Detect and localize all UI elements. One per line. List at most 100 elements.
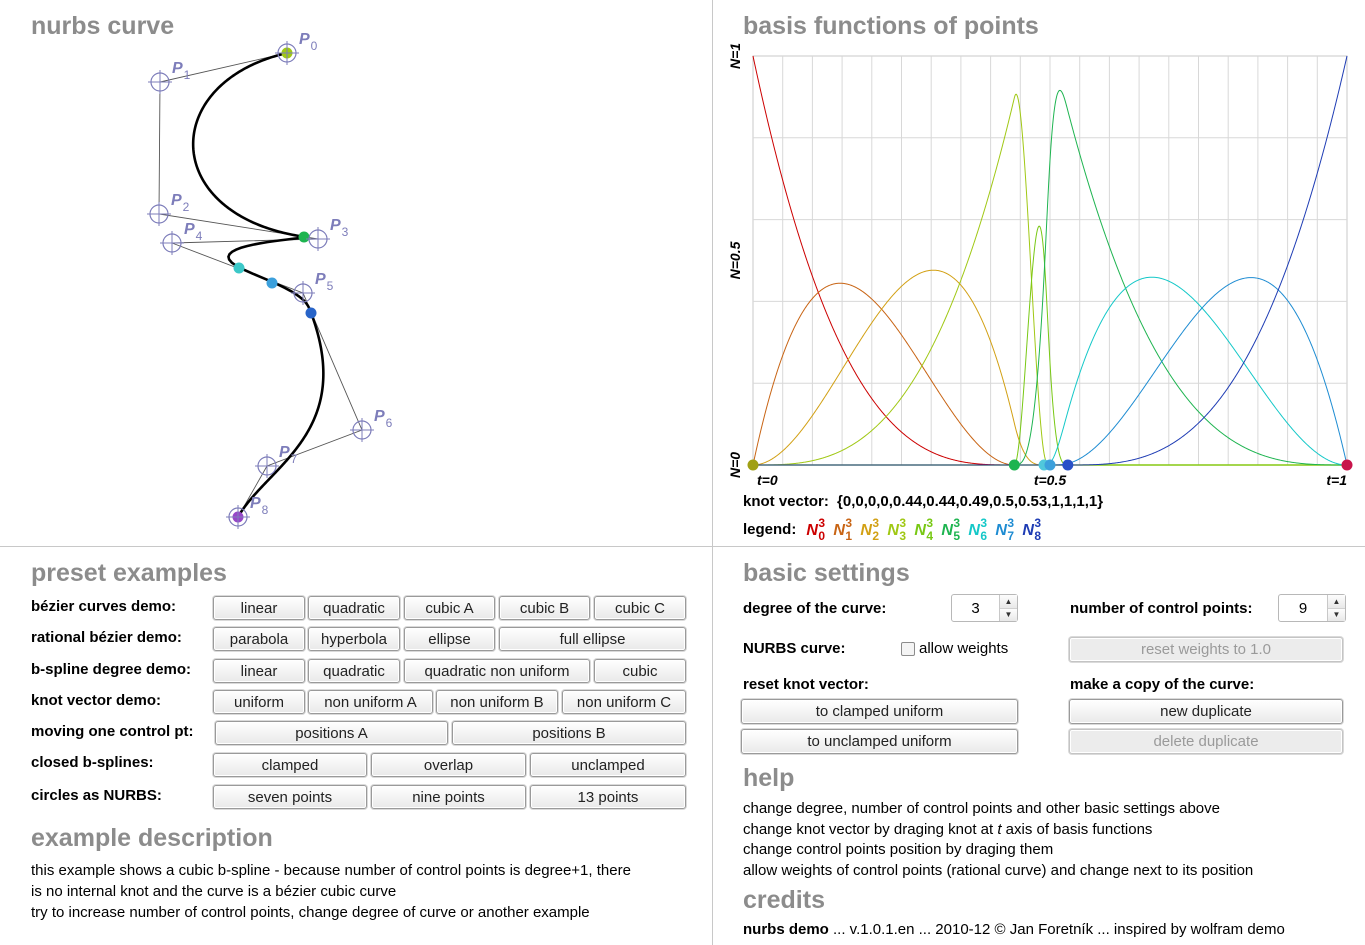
knot-vector-label: knot vector: bbox=[743, 493, 829, 510]
moving-positions-b-button[interactable]: positions B bbox=[452, 721, 686, 745]
count-down-icon[interactable]: ▼ bbox=[1328, 607, 1345, 621]
knot-non-uniform-b-button[interactable]: non uniform B bbox=[436, 690, 558, 714]
degree-stepper[interactable]: 3 ▲ ▼ bbox=[951, 594, 1018, 622]
knot-handle[interactable] bbox=[1062, 459, 1074, 471]
to-clamped-uniform-button[interactable]: to clamped uniform bbox=[741, 699, 1018, 724]
basis-heading: basis functions of points bbox=[743, 12, 1039, 40]
make-copy-label: make a copy of the curve: bbox=[1070, 676, 1255, 693]
degree-value[interactable]: 3 bbox=[971, 599, 980, 617]
rational-full-ellipse-button[interactable]: full ellipse bbox=[499, 627, 686, 651]
knot-vector-value: {0,0,0,0,0.44,0.44,0.49,0.5,0.53,1,1,1,1… bbox=[837, 493, 1104, 510]
bezier-cubic-a-button[interactable]: cubic A bbox=[404, 596, 495, 620]
knot-handle[interactable] bbox=[747, 459, 759, 471]
vertical-divider bbox=[712, 0, 713, 945]
control-point[interactable]: P5 bbox=[291, 271, 334, 305]
control-point[interactable]: P1 bbox=[148, 60, 191, 94]
control-point-label: P8 bbox=[250, 495, 269, 517]
description-line-1: this example shows a cubic b-spline - be… bbox=[31, 862, 631, 879]
credits-heading: credits bbox=[743, 886, 825, 914]
wolfram-demo-link[interactable]: wolfram demo bbox=[1190, 921, 1285, 938]
rational-hyperbola-button[interactable]: hyperbola bbox=[308, 627, 400, 651]
knot-handle[interactable] bbox=[1341, 459, 1353, 471]
moving-positions-a-button[interactable]: positions A bbox=[215, 721, 448, 745]
legend-entry-degree: 3 bbox=[899, 516, 907, 530]
knot-uniform-button[interactable]: uniform bbox=[213, 690, 305, 714]
curve-canvas[interactable]: P0 P1 P2 P3 P4 P5 P6 P7 P8 bbox=[0, 0, 712, 546]
legend-entry-index: 7 bbox=[1007, 529, 1015, 543]
control-point-label: P0 bbox=[299, 31, 318, 53]
bspline-quadratic-button[interactable]: quadratic bbox=[308, 659, 400, 683]
moving-point-label: moving one control pt: bbox=[31, 723, 194, 740]
control-point[interactable]: P0 bbox=[275, 31, 318, 65]
control-points-stepper[interactable]: 9 ▲ ▼ bbox=[1278, 594, 1346, 622]
basis-chart[interactable]: N=0 N=0.5 N=1 t=0 t=0.5 t=1 bbox=[713, 43, 1365, 492]
legend-entry-index: 8 bbox=[1034, 529, 1042, 543]
help-line-2: change knot vector by draging knot at t … bbox=[743, 821, 1152, 838]
closed-overlap-button[interactable]: overlap bbox=[371, 753, 526, 777]
curve-knot-markers bbox=[232, 47, 317, 523]
degree-down-icon[interactable]: ▼ bbox=[1000, 607, 1017, 621]
bspline-quadratic-non-uniform-button[interactable]: quadratic non uniform bbox=[404, 659, 590, 683]
circles-nine-points-button[interactable]: nine points bbox=[371, 785, 526, 809]
legend-entry-degree: 3 bbox=[1034, 516, 1042, 530]
delete-duplicate-button[interactable]: delete duplicate bbox=[1069, 729, 1343, 754]
closed-unclamped-button[interactable]: unclamped bbox=[530, 753, 686, 777]
circles-nurbs-label: circles as NURBS: bbox=[31, 787, 162, 804]
control-point-label: P5 bbox=[315, 271, 334, 293]
control-point-label: P4 bbox=[184, 221, 203, 243]
control-point-label: P6 bbox=[374, 408, 393, 430]
help-line-3: change control points position by dragin… bbox=[743, 841, 1054, 858]
knot-handle[interactable] bbox=[1008, 459, 1020, 471]
help-line-4: allow weights of control points (rationa… bbox=[743, 862, 1254, 879]
legend-entry-degree: 3 bbox=[980, 516, 988, 530]
closed-clamped-button[interactable]: clamped bbox=[213, 753, 367, 777]
description-line-2: is no internal knot and the curve is a b… bbox=[31, 883, 397, 900]
legend-entry-degree: 3 bbox=[845, 516, 853, 530]
control-point[interactable]: P3 bbox=[306, 217, 349, 251]
bezier-cubic-c-button[interactable]: cubic C bbox=[594, 596, 686, 620]
example-description-heading: example description bbox=[31, 824, 273, 852]
control-point[interactable]: P6 bbox=[350, 408, 393, 442]
knot-handle[interactable] bbox=[1044, 459, 1056, 471]
curve-knot-marker bbox=[266, 277, 278, 289]
knot-non-uniform-a-button[interactable]: non uniform A bbox=[308, 690, 433, 714]
control-points-count-label: number of control points: bbox=[1070, 600, 1253, 617]
nurbs-curve-label: NURBS curve: bbox=[743, 640, 846, 657]
count-up-icon[interactable]: ▲ bbox=[1328, 595, 1345, 608]
legend-entry-degree: 3 bbox=[818, 516, 826, 530]
bezier-linear-button[interactable]: linear bbox=[213, 596, 305, 620]
legend-entry-index: 6 bbox=[980, 529, 988, 543]
circles-seven-points-button[interactable]: seven points bbox=[213, 785, 367, 809]
horizontal-divider bbox=[0, 546, 1365, 547]
help-line-2-end: axis of basis functions bbox=[1001, 821, 1153, 838]
reset-weights-button[interactable]: reset weights to 1.0 bbox=[1069, 637, 1343, 662]
preset-examples-heading: preset examples bbox=[31, 559, 227, 587]
legend-entry-name: N bbox=[806, 522, 818, 539]
legend-entry-index: 3 bbox=[899, 529, 907, 543]
knot-non-uniform-c-button[interactable]: non uniform C bbox=[562, 690, 686, 714]
allow-weights-checkbox[interactable] bbox=[901, 642, 915, 656]
to-unclamped-uniform-button[interactable]: to unclamped uniform bbox=[741, 729, 1018, 754]
allow-weights-label[interactable]: allow weights bbox=[919, 640, 1009, 657]
y-tick-label: N=0.5 bbox=[727, 241, 743, 279]
legend-entry-degree: 3 bbox=[953, 516, 961, 530]
reset-knot-vector-label: reset knot vector: bbox=[743, 676, 869, 693]
description-line-3: try to increase number of control points… bbox=[31, 904, 590, 921]
control-point[interactable]: P4 bbox=[160, 221, 203, 255]
circles-13-points-button[interactable]: 13 points bbox=[530, 785, 686, 809]
rational-parabola-button[interactable]: parabola bbox=[213, 627, 305, 651]
control-points-value[interactable]: 9 bbox=[1298, 599, 1308, 617]
new-duplicate-button[interactable]: new duplicate bbox=[1069, 699, 1343, 724]
degree-label: degree of the curve: bbox=[743, 600, 887, 617]
legend-entry-name: N bbox=[833, 522, 845, 539]
bezier-cubic-b-button[interactable]: cubic B bbox=[499, 596, 590, 620]
bspline-cubic-button[interactable]: cubic bbox=[594, 659, 686, 683]
bezier-quadratic-button[interactable]: quadratic bbox=[308, 596, 400, 620]
legend-entry-degree: 3 bbox=[1007, 516, 1015, 530]
rational-ellipse-button[interactable]: ellipse bbox=[404, 627, 495, 651]
bspline-linear-button[interactable]: linear bbox=[213, 659, 305, 683]
degree-up-icon[interactable]: ▲ bbox=[1000, 595, 1017, 608]
